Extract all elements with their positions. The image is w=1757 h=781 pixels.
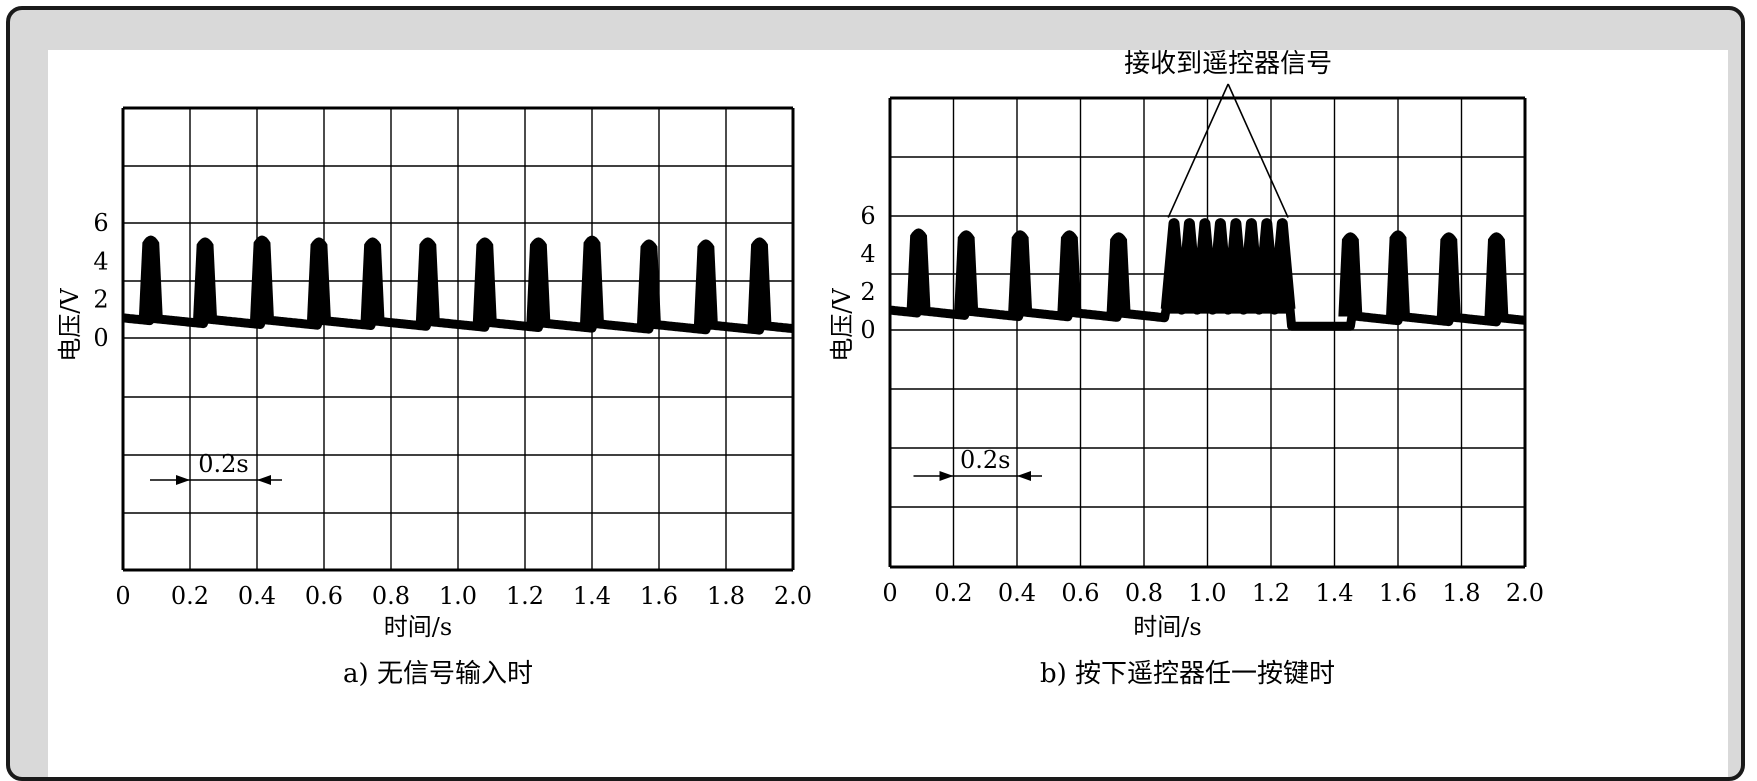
y-axis-label: 电压/V (828, 288, 856, 362)
figure-frame: 0 2 4 6 0 0.2 0.4 0.6 0.8 1.0 1.2 1.4 1.6 1.8 2.0 时间/s 电… (6, 6, 1745, 781)
x-tick-label: 0.8 (1125, 579, 1163, 607)
y-tick-label: 2 (860, 278, 875, 306)
waveform-pulse (954, 230, 979, 312)
waveform-pulse (526, 237, 551, 324)
x-tick-label: 1.6 (1379, 579, 1417, 607)
chart-caption: a) 无信号输入时 (343, 659, 533, 689)
y-tick-label: 4 (860, 240, 875, 268)
waveform-pulse (580, 235, 604, 325)
waveform-baseline (120, 313, 796, 335)
x-tick-label: 1.8 (707, 582, 745, 610)
waveform-pulse (1008, 230, 1033, 313)
waveform-pulse (906, 228, 931, 312)
waveform-pulse (1386, 230, 1410, 318)
x-tick-label: 0.2 (171, 582, 209, 610)
waveform-pulse (1436, 232, 1461, 318)
span-label: 0.2s (198, 450, 248, 478)
chart-b (887, 83, 1528, 569)
waveform-pulse (693, 239, 718, 326)
callout-label: 接收到遥控器信号 (1124, 50, 1332, 79)
x-tick-label: 1.8 (1442, 579, 1480, 607)
y-tick-label: 2 (93, 286, 108, 314)
y-tick-label: 0 (93, 324, 108, 352)
y-tick-label: 4 (93, 247, 108, 275)
chart-caption: b) 按下遥控器任一按键时 (1040, 659, 1335, 689)
x-tick-label: 0.8 (372, 582, 410, 610)
x-tick-label: 0.6 (1061, 579, 1099, 607)
waveform-pulse (193, 237, 218, 320)
x-tick-label: 1.4 (1315, 579, 1353, 607)
waveform-pulse (1484, 232, 1509, 319)
x-tick-label: 1.2 (506, 582, 544, 610)
span-arrow-left (939, 471, 954, 481)
waveform-pulse (415, 237, 440, 323)
x-tick-label: 1.0 (439, 582, 477, 610)
waveform-pulse (360, 237, 385, 322)
x-tick-label: 2.0 (1506, 579, 1544, 607)
span-arrow-left (176, 475, 190, 485)
figure-svg: 0 2 4 6 0 0.2 0.4 0.6 0.8 1.0 1.2 1.4 1.6 1.8 2.0 时间/s 电… (56, 50, 1544, 689)
waveform-pulse (250, 235, 275, 321)
x-tick-label: 1.2 (1252, 579, 1290, 607)
x-tick-label: 0.4 (238, 582, 276, 610)
span-label: 0.2s (960, 446, 1010, 474)
y-tick-label: 0 (860, 316, 875, 344)
waveform-pulse (138, 235, 163, 320)
waveform-pulse (306, 237, 331, 322)
x-tick-label: 0.4 (998, 579, 1036, 607)
x-tick-label: 1.0 (1188, 579, 1226, 607)
y-axis-label: 电压/V (56, 288, 84, 362)
x-tick-label: 0.2 (934, 579, 972, 607)
callout-line (1167, 83, 1229, 218)
x-axis-label: 时间/s (1133, 613, 1201, 641)
x-tick-label: 1.6 (640, 582, 678, 610)
x-tick-label: 0 (115, 582, 130, 610)
y-tick-label: 6 (93, 209, 108, 237)
y-tick-label: 6 (860, 202, 875, 230)
figure-panel: 0 2 4 6 0 0.2 0.4 0.6 0.8 1.0 1.2 1.4 1.6 1.8 2.0 时间/s 电… (48, 50, 1728, 777)
x-tick-label: 2.0 (774, 582, 812, 610)
callout-line (1227, 83, 1289, 218)
chart-a (120, 106, 796, 572)
x-tick-label: 0.6 (305, 582, 343, 610)
waveform-pulse (1338, 232, 1363, 317)
x-tick-label: 0 (882, 579, 897, 607)
x-tick-label: 1.4 (573, 582, 611, 610)
waveform-pulse (1106, 232, 1131, 314)
waveform-pulse (472, 237, 497, 323)
waveform-pulse (747, 237, 772, 327)
waveform-burst (1160, 218, 1296, 315)
waveform-pulse (636, 239, 661, 325)
x-axis-label: 时间/s (384, 613, 452, 641)
span-arrow-right (257, 475, 271, 485)
waveform-pulse (1057, 230, 1082, 314)
span-arrow-right (1017, 471, 1031, 481)
